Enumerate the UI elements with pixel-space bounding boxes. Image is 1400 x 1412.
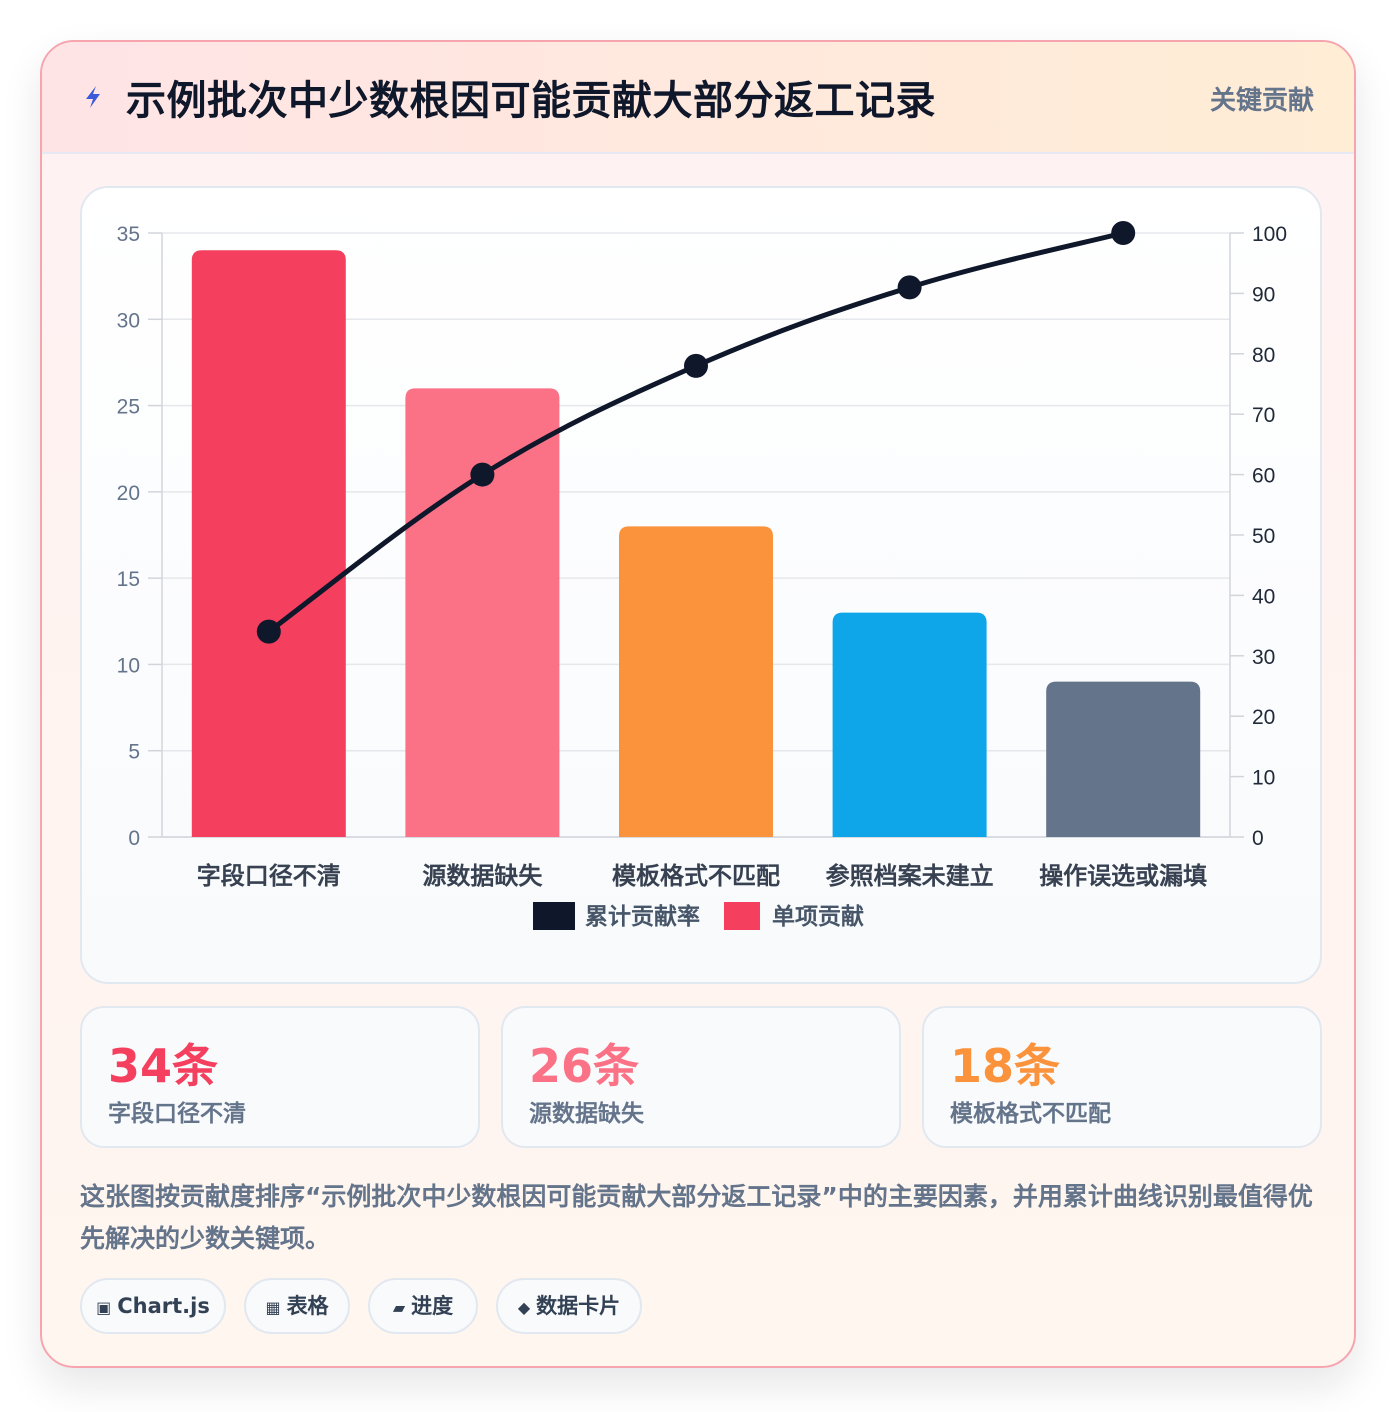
y-left-tick-label: 10 bbox=[117, 654, 140, 677]
grid-icon: ▦ bbox=[265, 1298, 281, 1317]
stat-label: 源数据缺失 bbox=[529, 1101, 644, 1127]
chart-panel: 0 5 10 15 20 25 30 35 0 10 20 30 40 50 60 70 80 90 100 字段口径… bbox=[80, 186, 1322, 984]
tag-label: 表格 bbox=[286, 1294, 329, 1318]
y-left-tick-label: 30 bbox=[117, 309, 140, 332]
bar bbox=[832, 612, 987, 837]
stat-value: 18条 bbox=[950, 1039, 1061, 1093]
square-icon: ▣ bbox=[96, 1298, 112, 1317]
chart-description: 这张图按贡献度排序“示例批次中少数根因可能贡献大部分返工记录”中的主要因素，并用… bbox=[80, 1182, 1313, 1253]
tag-label: Chart.js bbox=[117, 1294, 210, 1318]
lightning-icon bbox=[86, 86, 100, 108]
pareto-card: 示例批次中少数根因可能贡献大部分返工记录 关键贡献 0 5 10 15 20 25 30 35… bbox=[40, 40, 1356, 1368]
bar bbox=[405, 388, 560, 837]
y-left-tick-label: 25 bbox=[117, 396, 140, 419]
cumulative-point bbox=[897, 275, 922, 300]
tag-table[interactable]: ▦ 表格 bbox=[244, 1278, 350, 1334]
y-left-tick-label: 15 bbox=[117, 568, 140, 591]
y-right-tick-label: 90 bbox=[1252, 283, 1275, 306]
key-contribution-badge: 关键贡献 bbox=[1209, 86, 1314, 116]
legend-label: 单项贡献 bbox=[772, 904, 864, 930]
stat-label: 字段口径不清 bbox=[108, 1101, 246, 1127]
bar bbox=[1046, 681, 1201, 837]
card-header: 示例批次中少数根因可能贡献大部分返工记录 关键贡献 bbox=[42, 42, 1354, 154]
x-tick-label: 操作误选或漏填 bbox=[1039, 862, 1207, 890]
y-right-tick-label: 80 bbox=[1252, 344, 1275, 367]
y-left-tick-label: 0 bbox=[128, 827, 140, 850]
bar bbox=[191, 250, 346, 837]
y-right-tick-label: 0 bbox=[1252, 827, 1264, 850]
stat-card-3: 18条 模板格式不匹配 bbox=[922, 1006, 1322, 1148]
pareto-chart: 0 5 10 15 20 25 30 35 0 10 20 30 40 50 60 70 80 90 100 字段口径… bbox=[117, 221, 1287, 930]
stat-value: 26条 bbox=[529, 1039, 640, 1093]
x-tick-label: 模板格式不匹配 bbox=[612, 862, 780, 890]
y-right-tick-label: 100 bbox=[1252, 223, 1287, 246]
x-tick-label: 参照档案未建立 bbox=[826, 862, 994, 890]
diamond-icon: ◆ bbox=[517, 1298, 531, 1317]
stat-card-1: 34条 字段口径不清 bbox=[80, 1006, 480, 1148]
cumulative-point bbox=[470, 462, 495, 487]
legend-label: 累计贡献率 bbox=[585, 903, 700, 930]
tag-progress[interactable]: ▰ 进度 bbox=[368, 1278, 478, 1334]
y-left-tick-label: 35 bbox=[117, 223, 140, 246]
stat-value: 34条 bbox=[108, 1039, 219, 1093]
tag-data-card[interactable]: ◆ 数据卡片 bbox=[496, 1278, 642, 1334]
y-right-tick-label: 30 bbox=[1252, 646, 1275, 669]
tag-chartjs[interactable]: ▣ Chart.js bbox=[80, 1278, 226, 1334]
cumulative-point bbox=[256, 619, 281, 644]
cumulative-point bbox=[684, 353, 708, 378]
stat-card-2: 26条 源数据缺失 bbox=[501, 1006, 901, 1148]
y-left-tick-label: 20 bbox=[117, 482, 140, 505]
card-title: 示例批次中少数根因可能贡献大部分返工记录 bbox=[126, 78, 936, 124]
y-left-tick-label: 5 bbox=[128, 741, 140, 764]
tag-label: 数据卡片 bbox=[536, 1294, 621, 1318]
bar bbox=[619, 526, 773, 837]
y-right-tick-label: 50 bbox=[1252, 525, 1275, 548]
y-right-tick-label: 40 bbox=[1252, 585, 1275, 608]
cumulative-point bbox=[1111, 221, 1136, 245]
stat-label: 模板格式不匹配 bbox=[950, 1101, 1111, 1127]
y-right-tick-label: 70 bbox=[1252, 404, 1275, 427]
legend-swatch bbox=[533, 902, 575, 930]
tag-label: 进度 bbox=[411, 1294, 454, 1318]
x-tick-label: 源数据缺失 bbox=[422, 862, 543, 890]
y-right-tick-label: 20 bbox=[1252, 706, 1275, 729]
progress-icon: ▰ bbox=[392, 1298, 406, 1317]
x-tick-label: 字段口径不清 bbox=[197, 862, 341, 890]
legend-swatch bbox=[724, 902, 760, 930]
y-right-tick-label: 60 bbox=[1252, 465, 1275, 488]
y-right-tick-label: 10 bbox=[1252, 767, 1275, 790]
